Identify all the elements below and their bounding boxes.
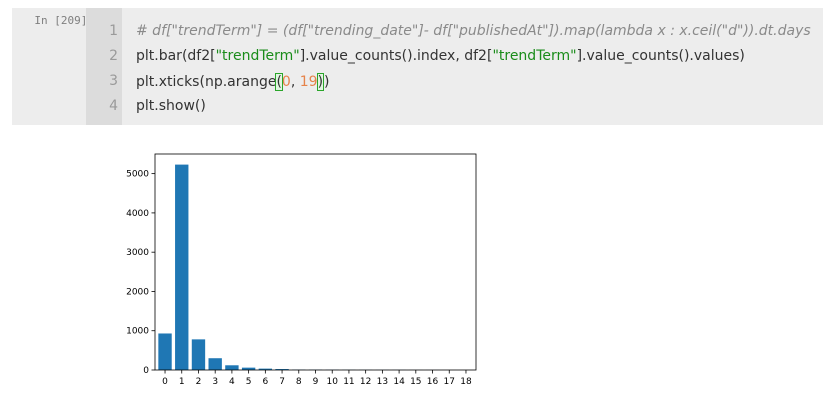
x-tick-label: 1 [179, 377, 185, 387]
code-token: plt.xticks(np.arange [136, 74, 277, 90]
code-token: ( [275, 73, 283, 91]
bar [225, 365, 239, 370]
code-cell[interactable]: In [209]: 1 2 3 4 # df["trendTerm"] = (df["… [12, 8, 823, 125]
line-number: 1 [109, 23, 118, 39]
bar [158, 333, 172, 370]
code-token: plt.bar(df2[ [136, 48, 216, 64]
bar-chart-output: 0 1000 2000 3000 4000 5000 0 1 2 3 4 5 6 7 8 9 10 11 12 13 1… [100, 150, 500, 400]
cell-prompt: In [209]: [34, 14, 94, 27]
code-token: "trendTerm" [215, 48, 300, 64]
text-cursor [323, 73, 325, 88]
bar [208, 358, 222, 370]
code-token: plt.show() [136, 98, 206, 114]
y-tick-label: 4000 [126, 209, 149, 219]
x-tick-label: 15 [410, 377, 421, 387]
x-tick-label: 0 [162, 377, 168, 387]
x-tick-label: 16 [427, 377, 439, 387]
x-tick-label: 3 [212, 377, 218, 387]
line-number: 2 [109, 48, 118, 64]
y-tick-label: 5000 [126, 170, 149, 180]
y-tick-label: 0 [143, 366, 149, 376]
line-number: 3 [109, 73, 118, 89]
bar [241, 367, 256, 370]
x-tick-label: 2 [196, 377, 202, 387]
line-number: 4 [109, 98, 118, 114]
code-token: , [290, 74, 300, 90]
bar [258, 368, 273, 370]
code-line: plt.bar(df2["trendTerm"].value_counts().… [136, 48, 745, 64]
x-tick-label: 10 [326, 377, 338, 387]
x-tick-label: 5 [246, 377, 252, 387]
x-tick-label: 8 [296, 377, 302, 387]
y-tick-label: 2000 [126, 287, 149, 297]
x-tick-label: 17 [444, 377, 455, 387]
x-tick-label: 18 [460, 377, 472, 387]
x-tick-label: 14 [393, 377, 405, 387]
code-token: "trendTerm" [492, 48, 577, 64]
x-tick-label: 12 [360, 377, 371, 387]
code-line: # df["trendTerm"] = (df["trending_date"]… [136, 23, 811, 39]
bar [175, 164, 189, 370]
x-tick-label: 4 [229, 377, 235, 387]
code-token: ].value_counts().values) [576, 48, 745, 64]
code-line: plt.show() [136, 98, 206, 114]
bar [191, 339, 206, 370]
code-token: ].value_counts().index, df2[ [299, 48, 493, 64]
code-token: 0 [281, 74, 291, 90]
x-tick-label: 13 [377, 377, 388, 387]
y-tick-label: 1000 [126, 327, 149, 337]
code-token: 19 [299, 74, 318, 90]
code-line: plt.xticks(np.arange(0, 19)) [136, 73, 330, 91]
x-tick-label: 7 [279, 377, 285, 387]
code-token: ) [324, 74, 330, 90]
code-token: # df["trendTerm"] = (df["trending_date"]… [136, 23, 811, 39]
x-tick-label: 11 [343, 377, 354, 387]
y-tick-label: 3000 [126, 248, 149, 258]
code-token: ) [316, 73, 325, 91]
plot-frame [154, 153, 477, 371]
bar [275, 369, 289, 370]
x-tick-label: 6 [262, 377, 268, 387]
x-tick-label: 9 [313, 377, 319, 387]
line-number-gutter: 1 2 3 4 [86, 8, 122, 125]
